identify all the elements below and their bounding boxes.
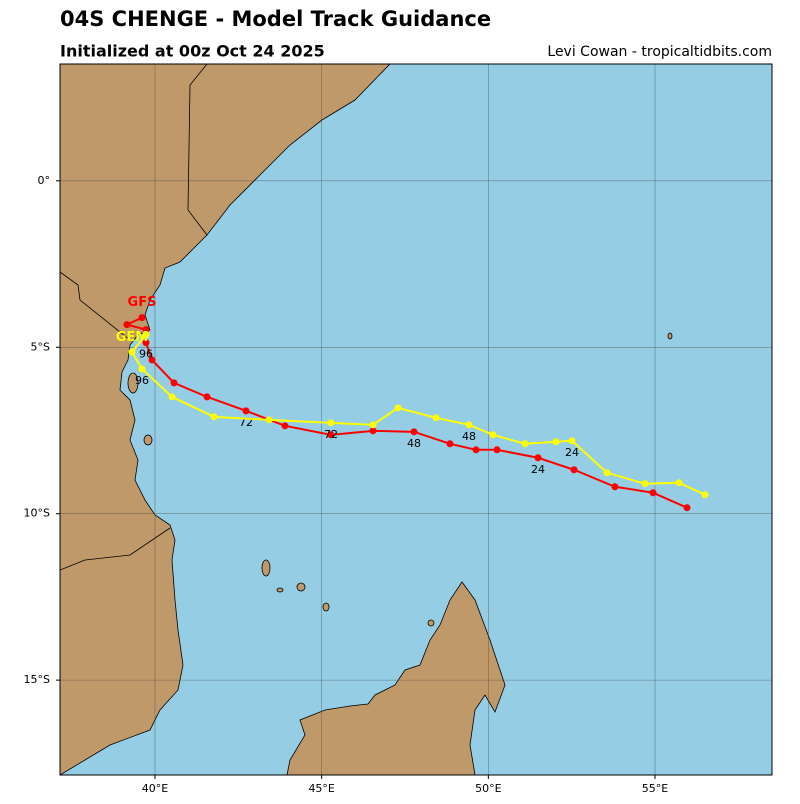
- y-tick-label: 15°S: [24, 673, 50, 686]
- island: [143, 434, 153, 446]
- track-point: [148, 356, 156, 364]
- chart-title: 04S CHENGE - Model Track Guidance: [60, 7, 491, 31]
- model-label: GFS: [128, 295, 157, 310]
- track-point: [203, 393, 211, 401]
- island: [276, 587, 284, 593]
- x-tick-label: 45°E: [308, 782, 334, 795]
- track-point: [142, 339, 150, 347]
- track-point: [210, 413, 218, 421]
- credit: Levi Cowan - tropicaltidbits.com: [547, 44, 772, 60]
- track-point: [170, 379, 178, 387]
- hour-label: 96: [135, 374, 149, 387]
- x-tick-label: 50°E: [475, 782, 501, 795]
- map-base: [60, 64, 772, 775]
- track-point: [369, 421, 377, 429]
- island: [127, 372, 139, 394]
- chart-subtitle: Initialized at 00z Oct 24 2025: [60, 42, 325, 61]
- track-point: [603, 469, 611, 477]
- border: [60, 64, 208, 571]
- track-point: [446, 440, 454, 448]
- map-frame: [59, 63, 773, 776]
- track-point: [142, 331, 150, 339]
- track-point: [675, 479, 683, 487]
- track-point: [432, 414, 440, 422]
- model-label: GEM: [116, 330, 149, 345]
- track-point: [683, 504, 691, 512]
- madagascar: [286, 581, 506, 775]
- track-point: [570, 466, 578, 474]
- hour-label: 24: [531, 463, 545, 476]
- hour-label: 96: [139, 348, 153, 361]
- island: [322, 602, 330, 612]
- track-point: [128, 348, 136, 356]
- track-point: [242, 407, 250, 415]
- track-point: [472, 446, 480, 454]
- track-point: [123, 321, 131, 329]
- track-point: [701, 491, 709, 499]
- track-point: [281, 422, 289, 430]
- track-point: [521, 440, 529, 448]
- track-point: [369, 427, 377, 435]
- track-point: [641, 480, 649, 488]
- island: [296, 582, 306, 592]
- track-point: [327, 431, 335, 439]
- track-point: [168, 393, 176, 401]
- track-point: [465, 421, 473, 429]
- hour-label: 72: [324, 428, 338, 441]
- track-point: [489, 431, 497, 439]
- africa: [60, 64, 391, 775]
- island: [667, 332, 673, 340]
- hour-label: 48: [407, 437, 421, 450]
- track-point: [568, 437, 576, 445]
- island: [427, 619, 435, 627]
- track-point: [493, 446, 501, 454]
- track-point: [138, 365, 146, 373]
- track-point: [649, 489, 657, 497]
- track-point: [552, 438, 560, 446]
- y-tick-label: 0°: [38, 174, 51, 187]
- x-tick-label: 55°E: [642, 782, 668, 795]
- track-point: [394, 404, 402, 412]
- track-point: [265, 416, 273, 424]
- y-tick-label: 10°S: [24, 507, 50, 520]
- hour-label: 24: [565, 446, 579, 459]
- island: [261, 559, 271, 577]
- track-point: [410, 428, 418, 436]
- track-point: [534, 454, 542, 462]
- y-tick-label: 5°S: [31, 340, 50, 353]
- track-point: [138, 314, 146, 322]
- x-tick-label: 40°E: [142, 782, 168, 795]
- track-point: [327, 419, 335, 427]
- track-point: [611, 483, 619, 491]
- hour-label: 48: [462, 430, 476, 443]
- track-point: [142, 326, 150, 334]
